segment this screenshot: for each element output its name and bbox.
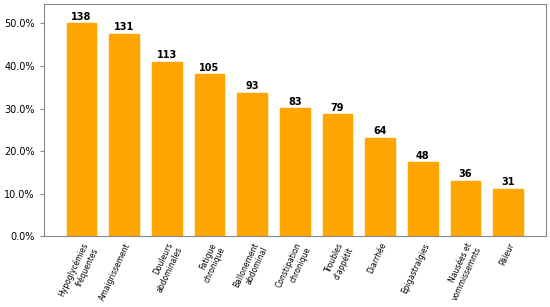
Text: 93: 93 bbox=[245, 81, 259, 91]
Text: 113: 113 bbox=[157, 50, 177, 60]
Text: 64: 64 bbox=[373, 126, 387, 136]
Text: 83: 83 bbox=[288, 97, 301, 107]
Bar bbox=[152, 62, 182, 236]
Bar bbox=[408, 162, 438, 236]
Bar bbox=[322, 115, 353, 236]
Bar bbox=[280, 108, 310, 236]
Text: 131: 131 bbox=[114, 22, 134, 33]
Bar bbox=[365, 138, 395, 236]
Text: 138: 138 bbox=[72, 12, 92, 21]
Bar bbox=[109, 34, 139, 236]
Text: 79: 79 bbox=[331, 103, 344, 113]
Bar bbox=[67, 23, 96, 236]
Bar bbox=[195, 74, 224, 236]
Bar bbox=[237, 93, 267, 236]
Text: 31: 31 bbox=[502, 177, 515, 187]
Bar bbox=[450, 181, 480, 236]
Text: 48: 48 bbox=[416, 151, 430, 161]
Text: 105: 105 bbox=[200, 63, 219, 72]
Text: 36: 36 bbox=[459, 169, 472, 179]
Bar bbox=[493, 188, 523, 236]
